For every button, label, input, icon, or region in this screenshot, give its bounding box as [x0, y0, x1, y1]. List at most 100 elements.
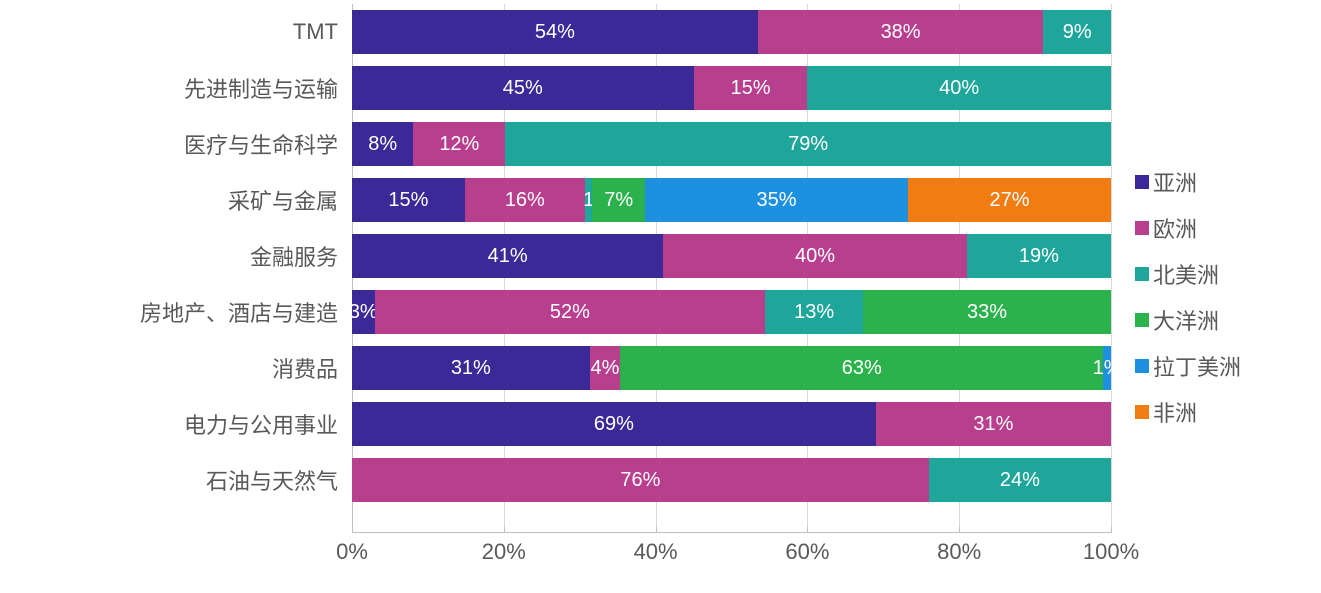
- legend-item: 大洋洲: [1135, 304, 1321, 336]
- bar-row: 69%31%: [352, 396, 1111, 452]
- bar-segment: 33%: [863, 290, 1111, 334]
- x-tick-label: 20%: [482, 539, 526, 565]
- x-tick-label: 40%: [634, 539, 678, 565]
- bar-segment: 8%: [352, 122, 413, 166]
- bar-segment: 1: [585, 178, 593, 222]
- segment-label: 31%: [451, 357, 491, 380]
- x-tick-label: 100%: [1083, 539, 1139, 565]
- segment-label: 19%: [1019, 245, 1059, 268]
- segment-label: 63%: [842, 357, 882, 380]
- x-tick: [959, 527, 960, 533]
- x-tick: [352, 527, 353, 533]
- segment-label: 3%: [349, 301, 378, 324]
- bar-segment: 69%: [352, 402, 876, 446]
- bar-segment: 52%: [375, 290, 766, 334]
- legend-swatch: [1135, 359, 1149, 373]
- category-label: 电力与公用事业: [0, 396, 352, 452]
- bar-segment: 41%: [352, 234, 663, 278]
- legend-item: 拉丁美洲: [1135, 350, 1321, 382]
- segment-label: 41%: [488, 245, 528, 268]
- bar-segment: 40%: [663, 234, 967, 278]
- segment-label: 15%: [730, 77, 770, 100]
- segment-label: 35%: [757, 189, 797, 212]
- bar-segment: 63%: [620, 346, 1103, 390]
- bar-row: 45%15%40%: [352, 60, 1111, 116]
- y-axis-labels: TMT先进制造与运输医疗与生命科学采矿与金属金融服务房地产、酒店与建造消费品电力…: [0, 0, 352, 593]
- bar-row-inner: 54% 38% 9%: [352, 10, 1111, 54]
- segment-label: 38%: [881, 21, 921, 44]
- bar-segment: 54%: [352, 10, 758, 54]
- legend-swatch: [1135, 313, 1149, 327]
- bar-segment: 7%: [592, 178, 645, 222]
- bar-row-inner: 41% 40% 19%: [352, 234, 1111, 278]
- legend-swatch: [1135, 221, 1149, 235]
- x-tick: [656, 527, 657, 533]
- segment-label: 79%: [788, 133, 828, 156]
- bar-row: 54% 38% 9%: [352, 4, 1111, 60]
- bars: 54%38%9%45%15%40%8%12%79%15%16%17%35%27%…: [352, 4, 1111, 508]
- segment-label: 15%: [388, 189, 428, 212]
- bar-segment: 1%: [1103, 346, 1111, 390]
- bar-row-inner: 15% 16% 1 7% 35% 27%: [352, 178, 1111, 222]
- segment-label: 40%: [939, 77, 979, 100]
- segment-label: 54%: [535, 21, 575, 44]
- bar-segment: 12%: [413, 122, 505, 166]
- legend-swatch: [1135, 267, 1149, 281]
- segment-label: 1%: [1093, 357, 1122, 380]
- legend-swatch: [1135, 405, 1149, 419]
- segment-label: 52%: [550, 301, 590, 324]
- category-label: 先进制造与运输: [0, 60, 352, 116]
- legend-label: 北美洲: [1153, 258, 1219, 290]
- segment-label: 27%: [989, 189, 1029, 212]
- legend-label: 亚洲: [1153, 166, 1197, 198]
- category-label: 石油与天然气: [0, 452, 352, 508]
- bar-segment: 15%: [694, 66, 808, 110]
- bar-segment: 24%: [929, 458, 1111, 502]
- segment-label: 24%: [1000, 469, 1040, 492]
- category-label: 医疗与生命科学: [0, 116, 352, 172]
- grid-line: [1111, 4, 1112, 533]
- category-label: 采矿与金属: [0, 172, 352, 228]
- segment-label: 13%: [794, 301, 834, 324]
- legend-label: 非洲: [1153, 396, 1197, 428]
- bar-row-inner: 69%31%: [352, 402, 1111, 446]
- bar-segment: 15%: [352, 178, 465, 222]
- category-label: 消费品: [0, 340, 352, 396]
- legend-item: 欧洲: [1135, 212, 1321, 244]
- bar-segment: 31%: [352, 346, 590, 390]
- bar-row: 8%12% 79%: [352, 116, 1111, 172]
- bar-segment: 9%: [1043, 10, 1111, 54]
- bar-segment: 19%: [967, 234, 1111, 278]
- legend-label: 大洋洲: [1153, 304, 1219, 336]
- bar-row-inner: 76% 24%: [352, 458, 1111, 502]
- bar-segment: 16%: [465, 178, 585, 222]
- legend-item: 北美洲: [1135, 258, 1321, 290]
- bar-segment: 76%: [352, 458, 929, 502]
- bar-segment: 38%: [758, 10, 1044, 54]
- segment-label: 40%: [795, 245, 835, 268]
- bar-row-inner: 45%15%40%: [352, 66, 1111, 110]
- x-tick: [807, 527, 808, 533]
- segment-label: 16%: [505, 189, 545, 212]
- bar-row-inner: 8%12% 79%: [352, 122, 1111, 166]
- legend-item: 非洲: [1135, 396, 1321, 428]
- segment-label: 4%: [591, 357, 620, 380]
- legend-swatch: [1135, 175, 1149, 189]
- legend-item: 亚洲: [1135, 166, 1321, 198]
- segment-label: 9%: [1063, 21, 1092, 44]
- bar-row-inner: 3% 52% 13% 33%: [352, 290, 1111, 334]
- bar-segment: 40%: [807, 66, 1111, 110]
- category-label: TMT: [0, 4, 352, 60]
- segment-label: 76%: [620, 469, 660, 492]
- chart-main: TMT先进制造与运输医疗与生命科学采矿与金属金融服务房地产、酒店与建造消费品电力…: [0, 0, 1111, 593]
- x-tick: [504, 527, 505, 533]
- x-tick-label: 80%: [937, 539, 981, 565]
- legend: 亚洲欧洲北美洲大洋洲拉丁美洲非洲: [1111, 0, 1321, 593]
- bar-row: 15% 16% 1 7% 35% 27%: [352, 172, 1111, 228]
- bar-segment: 35%: [645, 178, 908, 222]
- bar-segment: 4%: [590, 346, 621, 390]
- x-tick-label: 60%: [785, 539, 829, 565]
- legend-label: 拉丁美洲: [1153, 350, 1241, 382]
- stacked-bar-chart: TMT先进制造与运输医疗与生命科学采矿与金属金融服务房地产、酒店与建造消费品电力…: [0, 0, 1321, 593]
- segment-label: 7%: [604, 189, 633, 212]
